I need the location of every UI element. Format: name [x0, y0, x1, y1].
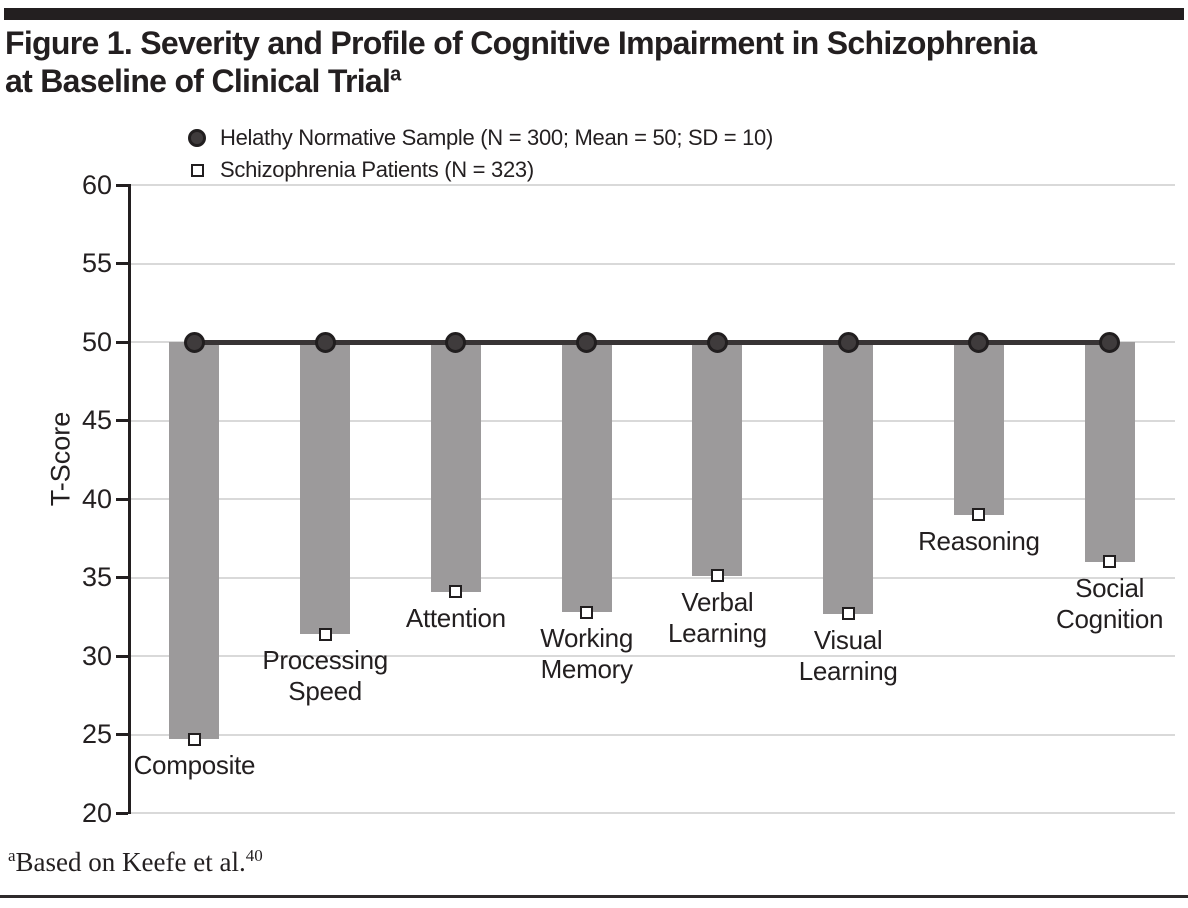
- chart-legend: Helathy Normative Sample (N = 300; Mean …: [186, 122, 773, 186]
- category-label-attention: Attention: [405, 602, 506, 633]
- patient-marker-verbal-learning: [710, 569, 724, 583]
- category-label-composite: Composite: [133, 750, 256, 781]
- y-axis-line: [127, 184, 131, 814]
- normative-marker-social-cognition: [1099, 331, 1121, 353]
- y-axis-tick-label-55: 55: [81, 248, 112, 278]
- gridline-60: [129, 184, 1175, 186]
- footnote-reference-number: 40: [245, 846, 263, 865]
- patient-marker-working-memory: [580, 605, 594, 619]
- figure-footnote: aBased on Keefe et al.40: [8, 846, 263, 878]
- y-axis-tick-50: [115, 340, 128, 344]
- y-axis-tick-label-35: 35: [81, 562, 112, 592]
- patient-marker-visual-learning: [841, 607, 855, 621]
- y-axis-tick-label-30: 30: [81, 640, 112, 671]
- category-label-social-cognition: Social Cognition: [1056, 572, 1164, 634]
- legend-item-patients: Schizophrenia Patients (N = 323): [186, 154, 773, 186]
- figure-title-line2-text: at Baseline of Clinical Trial: [5, 63, 391, 99]
- y-axis-tick-45: [115, 419, 128, 422]
- bar-attention: [430, 342, 481, 592]
- y-axis-tick-40: [115, 497, 128, 501]
- category-label-processing-speed: Processing Speed: [262, 645, 388, 707]
- normative-marker-working-memory: [576, 331, 598, 353]
- patient-marker-social-cognition: [1103, 555, 1117, 569]
- bar-social-cognition: [1084, 342, 1135, 562]
- open-square-icon: [190, 163, 204, 177]
- normative-marker-composite: [183, 331, 205, 353]
- legend-label-patients: Schizophrenia Patients (N = 323): [220, 157, 534, 182]
- gridline-25: [129, 733, 1175, 736]
- bar-reasoning: [953, 342, 1004, 515]
- gridline-40: [129, 498, 1175, 500]
- y-axis-tick-60: [115, 183, 128, 187]
- y-axis-tick-label-60: 60: [81, 169, 112, 200]
- gridline-20: [129, 812, 1175, 814]
- y-axis-tick-55: [115, 262, 128, 265]
- patient-marker-processing-speed: [318, 627, 332, 641]
- category-label-working-memory: Working Memory: [540, 623, 634, 685]
- normative-baseline: [194, 339, 1110, 345]
- bar-verbal-learning: [692, 342, 743, 576]
- y-axis-tick-label-40: 40: [81, 483, 112, 514]
- gridline-55: [129, 262, 1175, 265]
- normative-marker-visual-learning: [837, 331, 859, 353]
- bar-composite: [169, 342, 220, 740]
- normative-marker-attention: [445, 331, 467, 353]
- patient-marker-reasoning: [972, 508, 986, 522]
- gridline-45: [129, 419, 1175, 422]
- category-label-visual-learning: Visual Learning: [798, 624, 898, 686]
- gridline-35: [129, 576, 1175, 579]
- figure-title-line1: Figure 1. Severity and Profile of Cognit…: [5, 25, 1037, 61]
- legend-item-normative: Helathy Normative Sample (N = 300; Mean …: [186, 122, 773, 154]
- patient-marker-attention: [449, 585, 463, 599]
- category-label-verbal-learning: Verbal Learning: [667, 586, 767, 648]
- figure-title-superscript: a: [390, 63, 401, 86]
- normative-marker-processing-speed: [314, 331, 336, 353]
- footnote-text: Based on Keefe et al.: [15, 847, 246, 877]
- y-axis-tick-25: [115, 733, 128, 736]
- footnote-superscript: a: [8, 846, 16, 865]
- y-axis-tick-label-50: 50: [81, 326, 112, 357]
- category-label-reasoning: Reasoning: [918, 525, 1040, 556]
- figure-title-line2: at Baseline of Clinical Triala: [5, 62, 1185, 100]
- bottom-rule: [0, 895, 1188, 898]
- top-rule: [4, 8, 1184, 20]
- patient-marker-composite: [187, 732, 201, 746]
- y-axis-tick-label-25: 25: [81, 719, 112, 749]
- figure-title: Figure 1. Severity and Profile of Cognit…: [5, 24, 1185, 100]
- y-axis-tick-label-20: 20: [81, 797, 112, 828]
- bar-working-memory: [561, 342, 612, 613]
- gridline-30: [129, 655, 1175, 657]
- bar-processing-speed: [300, 342, 351, 635]
- bar-visual-learning: [823, 342, 874, 614]
- normative-marker-verbal-learning: [706, 331, 728, 353]
- y-axis-tick-30: [115, 654, 128, 658]
- y-axis-tick-label-45: 45: [81, 405, 112, 435]
- legend-label-normative: Helathy Normative Sample (N = 300; Mean …: [220, 125, 774, 150]
- y-axis-tick-20: [115, 811, 128, 815]
- normative-marker-reasoning: [968, 331, 990, 353]
- y-axis-tick-35: [115, 576, 128, 579]
- filled-circle-icon: [188, 129, 206, 147]
